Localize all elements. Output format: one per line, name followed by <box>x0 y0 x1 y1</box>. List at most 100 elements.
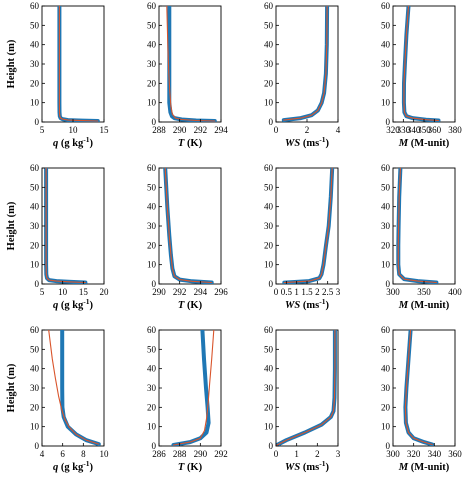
y-tick-label: 60 <box>30 325 40 335</box>
thin-profile-line-2 <box>45 168 86 284</box>
x-tick-label: 5 <box>40 287 45 297</box>
y-axis-label: Height (m) <box>6 39 17 88</box>
y-tick-label: 50 <box>264 20 274 30</box>
y-tick-label: 0 <box>35 279 40 289</box>
y-tick-label: 10 <box>381 98 391 108</box>
y-tick-label: 0 <box>386 441 391 451</box>
y-tick-label: 30 <box>264 59 274 69</box>
thin-profile-line-2 <box>172 330 215 446</box>
x-tick-label: 15 <box>100 125 110 135</box>
thin-profile-line-2 <box>403 6 440 122</box>
y-tick-label: 40 <box>30 202 40 212</box>
subplot-8: 0 10 20 30 40 50 60 300 350 400 M (M-unit) <box>381 163 462 311</box>
subplot-3: 0 10 20 30 40 50 60 0 2 4 WS (ms-1) <box>264 1 341 149</box>
x-tick-label: 4 <box>336 125 341 135</box>
x-tick-label: 290 <box>194 449 208 459</box>
x-tick-label: 1.5 <box>301 287 313 297</box>
y-tick-label: 20 <box>381 78 391 88</box>
y-tick-label: 50 <box>381 182 391 192</box>
y-tick-label: 0 <box>386 279 391 289</box>
thin-profile-line-2 <box>48 330 100 445</box>
thin-profile-line-2 <box>166 6 216 122</box>
y-tick-label: 0 <box>386 117 391 127</box>
y-tick-label: 30 <box>264 221 274 231</box>
y-tick-label: 20 <box>30 240 40 250</box>
y-tick-label: 50 <box>147 344 157 354</box>
plot-area <box>41 167 105 285</box>
y-tick-label: 10 <box>30 422 40 432</box>
y-tick-label: 50 <box>381 20 391 30</box>
y-tick-label: 10 <box>381 260 391 270</box>
subplot-6: 0 10 20 30 40 50 60 290 292 294 296 T (K) <box>147 163 228 311</box>
x-tick-label: 10 <box>100 449 110 459</box>
subplot-11: 0 10 20 30 40 50 60 0 1 2 3 WS (ms-1) <box>264 325 341 473</box>
x-tick-label: 1 <box>294 449 299 459</box>
thin-profile-line-2 <box>58 6 99 122</box>
y-tick-label: 60 <box>381 163 391 173</box>
x-tick-label: 360 <box>428 125 442 135</box>
y-tick-label: 10 <box>264 260 274 270</box>
x-axis-label: q (g kg-1) <box>53 459 94 473</box>
y-tick-label: 30 <box>147 383 157 393</box>
y-tick-label: 20 <box>381 240 391 250</box>
x-tick-label: 400 <box>448 287 462 297</box>
y-tick-label: 60 <box>147 325 157 335</box>
y-tick-label: 40 <box>147 202 157 212</box>
y-tick-label: 50 <box>264 182 274 192</box>
x-tick-label: 6 <box>60 449 65 459</box>
y-tick-label: 60 <box>147 163 157 173</box>
y-tick-label: 20 <box>147 240 157 250</box>
x-tick-label: 0 <box>274 449 279 459</box>
plot-area <box>275 329 339 447</box>
subplot-10: 0 10 20 30 40 50 60 286 288 290 292 T (K) <box>147 325 228 473</box>
x-tick-label: 380 <box>448 125 462 135</box>
x-axis-label: T (K) <box>178 462 203 473</box>
x-tick-label: 300 <box>386 449 400 459</box>
x-tick-label: 340 <box>407 125 421 135</box>
y-tick-label: 30 <box>381 221 391 231</box>
y-tick-label: 30 <box>30 59 40 69</box>
thin-profile-line-2 <box>283 6 328 121</box>
x-tick-label: 288 <box>152 125 166 135</box>
y-tick-label: 10 <box>264 422 274 432</box>
y-tick-label: 10 <box>381 422 391 432</box>
thin-profile-line-2 <box>397 168 437 284</box>
plot-area <box>392 167 456 285</box>
x-tick-label: 20 <box>100 287 110 297</box>
x-tick-label: 290 <box>173 125 187 135</box>
y-tick-label: 60 <box>264 325 274 335</box>
y-tick-label: 20 <box>264 402 274 412</box>
thin-profile-line-2 <box>283 168 333 284</box>
y-tick-label: 30 <box>381 383 391 393</box>
y-tick-label: 50 <box>264 344 274 354</box>
x-tick-label: 0 <box>274 287 279 297</box>
x-tick-label: 2 <box>315 449 320 459</box>
y-tick-label: 10 <box>30 260 40 270</box>
x-tick-label: 286 <box>152 449 166 459</box>
y-tick-label: 40 <box>264 40 274 50</box>
y-tick-label: 50 <box>30 20 40 30</box>
y-tick-label: 60 <box>30 1 40 11</box>
x-tick-label: 320 <box>386 125 400 135</box>
y-tick-label: 20 <box>147 78 157 88</box>
x-tick-label: 8 <box>81 449 86 459</box>
x-axis-label: WS (ms-1) <box>285 135 329 149</box>
x-tick-label: 4 <box>40 449 45 459</box>
x-tick-label: 10 <box>58 287 68 297</box>
y-tick-label: 40 <box>381 40 391 50</box>
y-tick-label: 10 <box>147 260 157 270</box>
x-tick-label: 320 <box>407 449 421 459</box>
y-tick-label: 50 <box>30 344 40 354</box>
x-tick-label: 300 <box>386 287 400 297</box>
x-tick-label: 294 <box>214 125 228 135</box>
y-tick-label: 40 <box>30 364 40 374</box>
x-tick-label: 360 <box>448 449 462 459</box>
subplot-5: 0 10 20 30 40 50 60 5 10 15 20 q (g kg-1) Height (m) <box>6 163 109 311</box>
x-tick-label: 350 <box>417 287 431 297</box>
y-tick-label: 40 <box>381 202 391 212</box>
subplot-1: 0 10 20 30 40 50 60 5 10 15 q (g kg-1) Height (m) <box>6 1 109 149</box>
y-tick-label: 50 <box>30 182 40 192</box>
plot-area <box>392 329 456 447</box>
thin-profile-line-2 <box>164 168 213 284</box>
